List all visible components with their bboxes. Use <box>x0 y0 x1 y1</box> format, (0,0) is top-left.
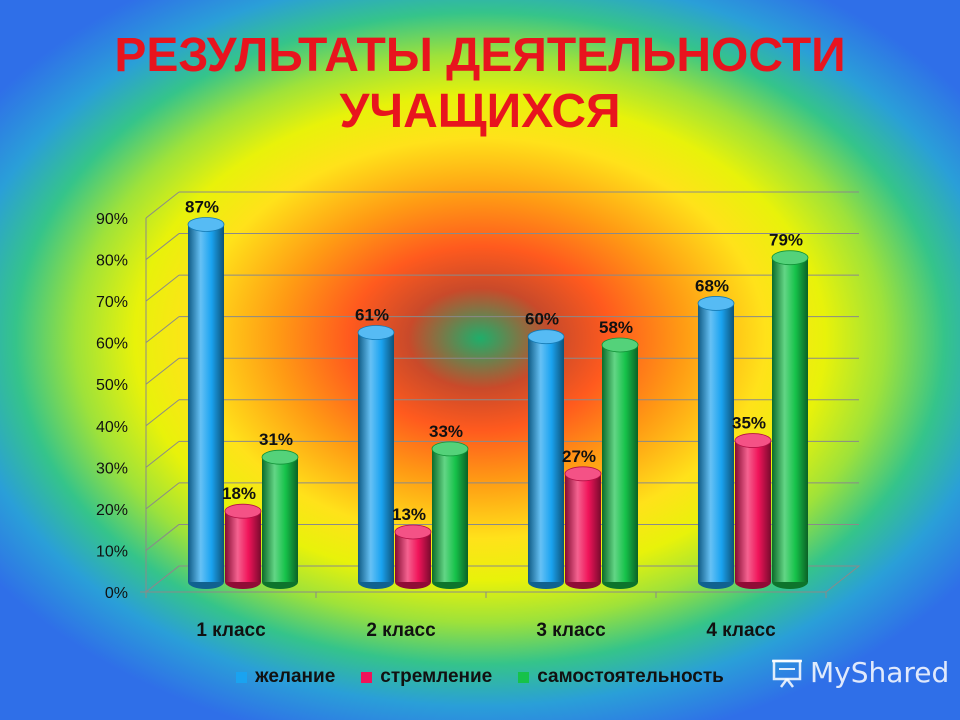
chart-floor <box>144 565 861 593</box>
bar-1-2 <box>431 441 469 589</box>
bar-top <box>734 433 772 448</box>
bar-top <box>357 325 395 340</box>
bar-0-2 <box>261 449 299 589</box>
legend-swatch <box>518 671 530 683</box>
chart-legend: желание стремление самостоятельность <box>0 664 960 690</box>
bar-0-0 <box>187 217 225 589</box>
bar-body <box>565 473 601 582</box>
gridline-slant <box>145 274 180 302</box>
bar-2-2 <box>601 337 639 589</box>
data-label: 33% <box>429 422 463 441</box>
bar-3-2 <box>771 250 809 589</box>
bar-top <box>527 329 565 345</box>
data-label: 18% <box>222 484 256 503</box>
data-label: 79% <box>769 231 803 250</box>
data-label: 35% <box>732 414 766 433</box>
bar-body <box>358 332 394 582</box>
legend-item-samostoyatelnost: самостоятельность <box>518 666 724 688</box>
bar-top <box>261 449 299 465</box>
data-label: 60% <box>525 310 559 329</box>
data-label: 68% <box>695 276 729 295</box>
data-label: 58% <box>599 318 633 337</box>
bar-body <box>698 303 734 582</box>
bar-1-0 <box>357 325 395 589</box>
data-label: 87% <box>185 197 219 216</box>
gridline-slant <box>145 399 180 427</box>
presentation-board-icon <box>772 659 802 688</box>
legend-item-zhelanie: желание <box>236 666 335 688</box>
gridline-slant <box>145 440 180 468</box>
bar-top <box>601 337 639 353</box>
bar-body <box>188 224 224 582</box>
bar-body <box>528 336 564 582</box>
gridline-slant <box>145 524 180 551</box>
y-tick-label: 80% <box>96 253 128 270</box>
bar-top <box>697 296 735 311</box>
bar-top <box>224 503 262 519</box>
data-label: 31% <box>259 430 293 449</box>
bar-body <box>772 257 808 582</box>
bar-1-1 <box>394 524 432 589</box>
bar-body <box>395 531 431 582</box>
x-tick-label: 3 класс <box>536 620 606 641</box>
x-tick-label: 4 класс <box>706 620 776 641</box>
bar-top <box>187 217 225 232</box>
gridline-slant <box>145 191 180 219</box>
title-line-1: РЕЗУЛЬТАТЫ ДЕЯТЕЛЬНОСТИ <box>114 29 846 82</box>
bar-body <box>432 448 468 582</box>
bar-2-0 <box>527 329 565 589</box>
legend-label: самостоятельность <box>537 666 724 687</box>
y-tick-label: 30% <box>96 460 128 477</box>
x-tick-label: 1 класс <box>196 620 266 641</box>
y-tick-label: 10% <box>96 543 128 560</box>
bar-0-1 <box>224 503 262 589</box>
data-label: 61% <box>355 306 389 325</box>
y-tick-label: 60% <box>96 336 128 353</box>
bar-body <box>602 344 638 582</box>
watermark: MyShared <box>770 656 949 689</box>
gridline-slant <box>145 316 180 344</box>
bar-3-1 <box>734 433 772 589</box>
bar-body <box>225 511 261 582</box>
y-tick-label: 70% <box>96 294 128 311</box>
gridline-slant <box>145 357 180 385</box>
y-tick-label: 0% <box>105 585 128 602</box>
y-tick-label: 40% <box>96 419 128 436</box>
data-label: 13% <box>392 505 426 524</box>
bar-top <box>771 250 809 266</box>
page-title: РЕЗУЛЬТАТЫ ДЕЯТЕЛЬНОСТИ УЧАЩИХСЯ <box>0 28 960 140</box>
x-tick-label: 2 класс <box>366 620 436 641</box>
legend-item-stremlenie: стремление <box>361 666 492 688</box>
watermark-text: MyShared <box>810 656 950 689</box>
bar-top <box>394 524 432 540</box>
data-label: 27% <box>562 447 596 466</box>
legend-swatch <box>361 671 373 683</box>
gridline-slant <box>145 233 180 260</box>
y-tick-label: 90% <box>96 211 128 228</box>
y-tick-label: 20% <box>96 502 128 519</box>
bar-top <box>564 466 602 482</box>
bar-3-0 <box>697 296 735 589</box>
title-line-2: УЧАЩИХСЯ <box>339 85 621 138</box>
bar-body <box>262 457 298 582</box>
y-tick-label: 50% <box>96 377 128 394</box>
legend-label: стремление <box>380 666 493 687</box>
legend-label: желание <box>255 666 336 687</box>
gridline-slant <box>145 482 180 510</box>
bar-top <box>431 441 469 457</box>
bar-body <box>735 440 771 582</box>
legend-swatch <box>236 671 248 683</box>
bar-2-1 <box>564 466 602 589</box>
